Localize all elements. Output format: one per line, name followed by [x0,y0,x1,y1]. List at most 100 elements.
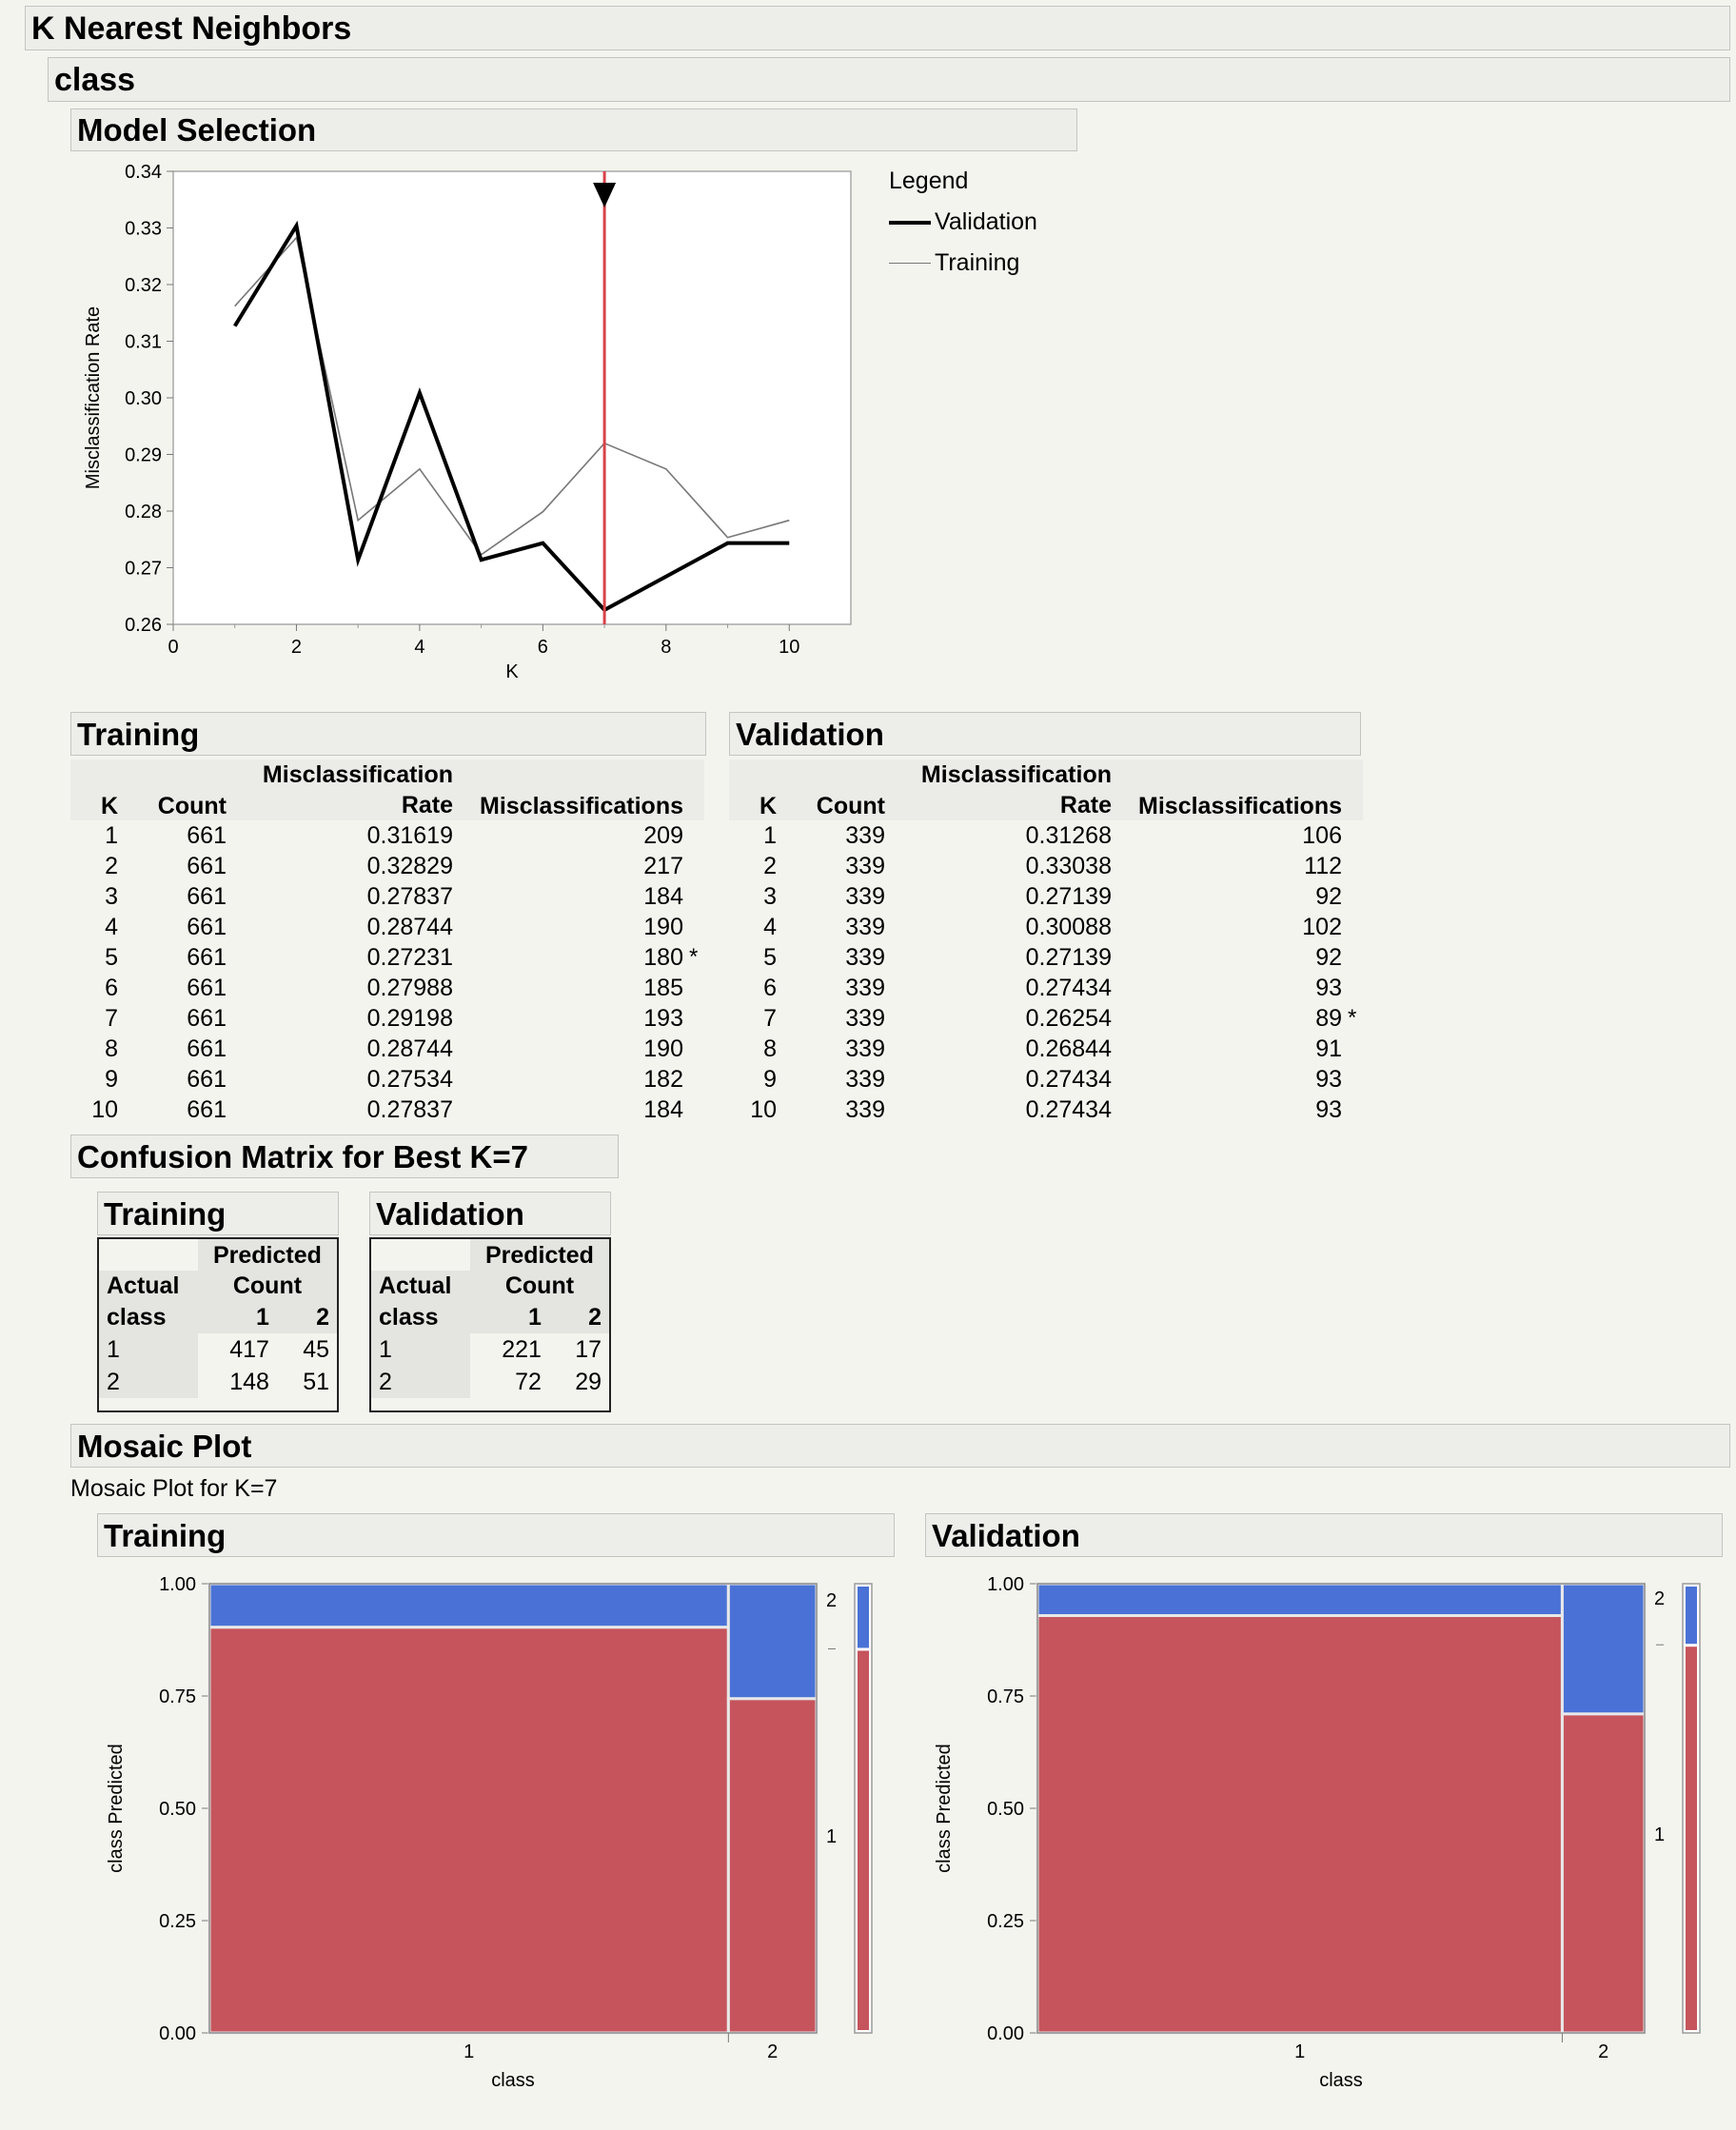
mosaic-plot-training: 0.00 0.25 0.50 0.75 1.00 class Predicted 1 2 cla… [106,1574,873,2091]
mosaic-header[interactable]: Mosaic Plot [70,1424,1730,1468]
training-table-title: Training [77,716,200,752]
cell-miscl: 112 [1304,852,1342,879]
response-header[interactable]: class [48,57,1730,102]
cm-row-label: 1 [99,1333,198,1366]
table-row: 8 339 0.26844 91 [729,1034,1363,1064]
x-axis-label: class [1319,2070,1363,2091]
table-row: 8 661 0.28744 190 [70,1034,704,1064]
validation-table-header[interactable]: Validation [729,712,1361,756]
cell-miscl: 91 [1315,1035,1342,1062]
cell-rate: 0.33038 [1025,852,1112,879]
mosaic-training-header[interactable]: Training [97,1513,895,1557]
cell-rate: 0.26254 [1025,1004,1112,1032]
cm-cell: 417 [229,1335,269,1363]
cm-predicted-label: Predicted [212,1241,322,1269]
table-row: 7 339 0.26254 89 [729,1003,1363,1034]
confusion-validation-header[interactable]: Validation [369,1192,611,1235]
col-k: K [729,759,779,820]
mosaic-validation-header[interactable]: Validation [925,1513,1723,1557]
cell-miscl: 92 [1315,882,1342,910]
mosaic-cell-actual-2-predicted-1 [1560,1712,1647,2035]
table-row: 9 339 0.27434 93 [729,1064,1363,1095]
cm-count-label: Count [469,1271,609,1302]
table-row: 5 339 0.27139 92 [729,942,1363,973]
cell-count: 339 [845,821,885,849]
cell-rate: 0.27988 [366,974,453,1001]
y-tick-label: 1.00 [987,1574,1024,1595]
cell-miscl: 93 [1315,1065,1342,1093]
cell-miscl: 180 [643,943,683,971]
legend-label-training: Training [935,249,1020,276]
cm-actual-label: Actual [371,1271,470,1302]
cell-spacer [685,1095,704,1125]
cell-rate: 0.29198 [366,1004,453,1032]
x-tick-label: 4 [414,637,424,658]
y-tick-label: 0.28 [125,502,162,523]
cell-spacer [685,1003,704,1034]
table-row: 1 661 0.31619 209 [70,820,704,851]
cell-rate: 0.27139 [1025,943,1112,971]
table-row: 3 339 0.27139 92 [729,881,1363,912]
cell-k: 7 [763,1004,777,1032]
cm-predicted-header: Predicted [469,1239,609,1271]
legend-swatch-training [889,263,931,264]
cell-rate: 0.27434 [1025,974,1112,1001]
confusion-matrix-header[interactable]: Confusion Matrix for Best K=7 [70,1134,619,1178]
y-tick-label: 0.50 [987,1799,1024,1820]
cm-cell: 17 [575,1335,602,1363]
cell-k: 6 [763,974,777,1001]
legend-label-validation: Validation [935,208,1037,235]
mosaic-plot-validation: 0.00 0.25 0.50 0.75 1.00 class Predicted 1 2 cla… [934,1574,1701,2091]
validation-summary-table: K Count Misclassification Rate Misclassi… [729,759,1363,1125]
right-level-label: 2 [826,1590,837,1611]
col-k: K [70,759,120,820]
cell-spacer [1344,942,1363,973]
cell-miscl: 193 [643,1004,683,1032]
confusion-training-header[interactable]: Training [97,1192,339,1235]
training-table-header[interactable]: Training [70,712,706,756]
cm-class-label: class [371,1302,470,1333]
cell-count: 661 [187,852,227,879]
table-row: 1 339 0.31268 106 [729,820,1363,851]
cell-miscl: 185 [643,974,683,1001]
mosaic-validation-title: Validation [932,1517,1080,1553]
mosaic-training-title: Training [104,1517,227,1553]
cm-cell: 29 [575,1368,602,1395]
mosaic-cell-actual-1-predicted-1 [1036,1614,1564,2035]
cell-rate: 0.27231 [366,943,453,971]
cell-spacer [1344,820,1363,851]
report-title[interactable]: K Nearest Neighbors [25,6,1730,50]
cell-rate: 0.28744 [366,1035,453,1062]
marginal-bar-predicted-1 [1686,1647,1697,2030]
mosaic-cell-actual-2-predicted-1 [726,1697,819,2035]
cell-rate: 0.27837 [366,1095,453,1123]
mosaic-cell-actual-1-predicted-1 [207,1626,730,2035]
y-tick-label: 0.29 [125,445,162,466]
mosaic-cell-actual-1-predicted-2 [207,1582,730,1629]
cell-k: 6 [105,974,118,1001]
cell-miscl: 190 [643,1035,683,1062]
cell-k: 10 [91,1095,118,1123]
cell-spacer [1344,973,1363,1003]
plot-frame [172,170,852,625]
mosaic-subtitle: Mosaic Plot for K=7 [70,1475,278,1502]
marginal-bar-predicted-2 [858,1587,869,1648]
cell-rate: 0.30088 [1025,913,1112,940]
cell-spacer [1344,851,1363,881]
model-selection-header[interactable]: Model Selection [70,108,1077,151]
x-axis-label: K [505,661,519,682]
legend-item-validation: Validation [889,208,1037,236]
mosaic-frame [1036,1583,1646,2034]
col-rate-bottom: Rate [401,792,453,818]
cell-spacer [685,1064,704,1095]
cell-rate: 0.27534 [366,1065,453,1093]
cell-count: 339 [845,1004,885,1032]
cell-k: 5 [763,943,777,971]
right-level-label: 1 [1654,1824,1665,1845]
cell-spacer [685,851,704,881]
cell-miscl: 93 [1315,1095,1342,1123]
cm-predicted-label: Predicted [484,1241,594,1269]
table-row: 3 661 0.27837 184 [70,881,704,912]
y-tick-label: 0.25 [159,1911,196,1932]
cell-count: 339 [845,913,885,940]
